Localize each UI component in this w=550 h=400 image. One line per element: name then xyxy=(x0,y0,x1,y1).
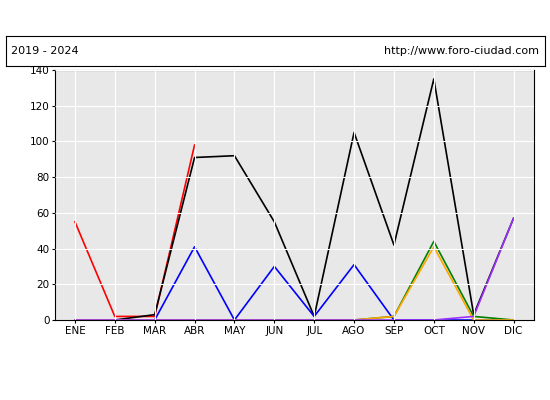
Text: http://www.foro-ciudad.com: http://www.foro-ciudad.com xyxy=(384,46,539,56)
Text: Evolucion Nº Turistas Extranjeros en el municipio de Calomarde: Evolucion Nº Turistas Extranjeros en el … xyxy=(36,12,514,24)
Text: 2019 - 2024: 2019 - 2024 xyxy=(11,46,79,56)
